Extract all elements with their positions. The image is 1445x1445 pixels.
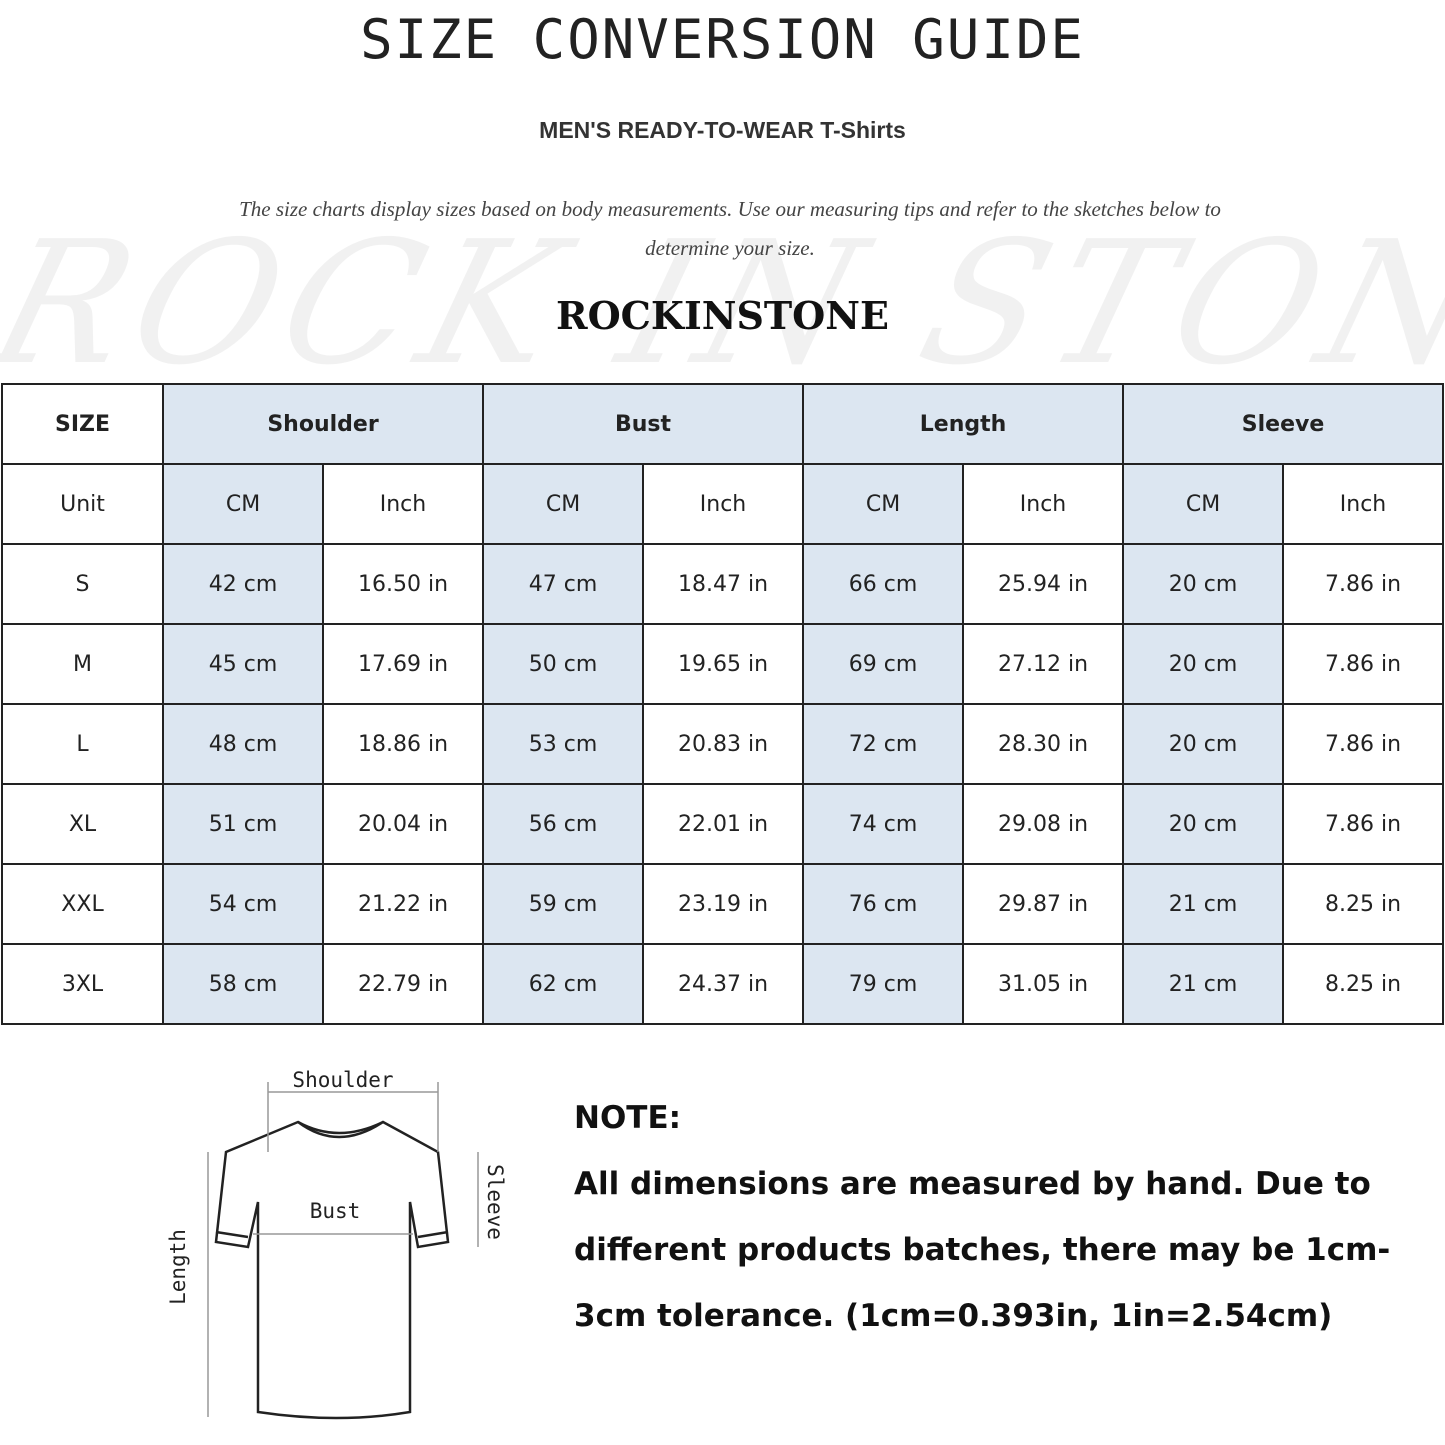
value-cell: 20 cm bbox=[1122, 623, 1285, 705]
value-cell: 29.87 in bbox=[962, 863, 1125, 945]
unit-cell: Unit bbox=[1, 463, 164, 545]
size-cell: 3XL bbox=[1, 943, 164, 1025]
note-heading: NOTE: bbox=[574, 1100, 682, 1136]
table-row: M 45 cm 17.69 in 50 cm 19.65 in 69 cm 27.12 in… bbox=[1, 623, 1445, 705]
value-cell: 29.08 in bbox=[962, 783, 1125, 865]
brand-name: ROCKINSTONE bbox=[556, 293, 889, 338]
value-cell: 7.86 in bbox=[1282, 703, 1445, 785]
value-cell: 7.86 in bbox=[1282, 543, 1445, 625]
value-cell: 25.94 in bbox=[962, 543, 1125, 625]
value-cell: 20 cm bbox=[1122, 703, 1285, 785]
shoulder-label: Shoulder bbox=[292, 1068, 393, 1092]
value-cell: 66 cm bbox=[802, 543, 965, 625]
value-cell: 22.79 in bbox=[322, 943, 484, 1025]
value-cell: 8.25 in bbox=[1282, 943, 1445, 1025]
table-row: L 48 cm 18.86 in 53 cm 20.83 in 72 cm 28.30 in… bbox=[1, 703, 1445, 785]
value-cell: 50 cm bbox=[482, 623, 644, 705]
value-cell: 20.83 in bbox=[641, 703, 805, 785]
value-cell: 20 cm bbox=[1122, 543, 1285, 625]
value-cell: 74 cm bbox=[802, 783, 965, 865]
sleeve-label: Sleeve bbox=[483, 1164, 507, 1240]
value-cell: 23.19 in bbox=[641, 863, 805, 945]
size-table: SIZE Shoulder Bust Length Sleeve Unit CM Inch CM… bbox=[1, 383, 1445, 1025]
unit-cell: Inch bbox=[962, 463, 1125, 545]
value-cell: 28.30 in bbox=[962, 703, 1125, 785]
table-row: XXL 54 cm 21.22 in 59 cm 23.19 in 76 cm 29.87 … bbox=[1, 863, 1445, 945]
header-cell: Sleeve bbox=[1122, 383, 1445, 465]
value-cell: 24.37 in bbox=[641, 943, 805, 1025]
page-title: SIZE CONVERSION GUIDE bbox=[360, 8, 1085, 71]
note-text: All dimensions are measured by hand. Due… bbox=[574, 1166, 1391, 1334]
value-cell: 42 cm bbox=[162, 543, 324, 625]
header-cell: Length bbox=[802, 383, 1125, 465]
size-cell: XXL bbox=[1, 863, 164, 945]
value-cell: 58 cm bbox=[162, 943, 324, 1025]
tshirt-measure-diagram: Shoulder Bust Length Sleeve bbox=[166, 1068, 507, 1420]
value-cell: 7.86 in bbox=[1282, 783, 1445, 865]
value-cell: 21.22 in bbox=[322, 863, 484, 945]
length-label: Length bbox=[166, 1229, 190, 1305]
value-cell: 21 cm bbox=[1122, 863, 1285, 945]
unit-cell: CM bbox=[802, 463, 965, 545]
value-cell: 62 cm bbox=[482, 943, 644, 1025]
subtitle: MEN'S READY-TO-WEAR T-Shirts bbox=[539, 117, 906, 143]
value-cell: 22.01 in bbox=[641, 783, 805, 865]
value-cell: 31.05 in bbox=[962, 943, 1125, 1025]
unit-cell: CM bbox=[1122, 463, 1285, 545]
note: NOTE: All dimensions are measured by han… bbox=[574, 1085, 1434, 1349]
value-cell: 45 cm bbox=[162, 623, 324, 705]
value-cell: 18.86 in bbox=[322, 703, 484, 785]
value-cell: 79 cm bbox=[802, 943, 965, 1025]
value-cell: 56 cm bbox=[482, 783, 644, 865]
header-cell: Shoulder bbox=[162, 383, 484, 465]
bust-label: Bust bbox=[310, 1199, 361, 1223]
size-cell: M bbox=[1, 623, 164, 705]
table-unit-row: Unit CM Inch CM Inch CM Inch CM Inch bbox=[1, 463, 1445, 545]
description: The size charts display sizes based on b… bbox=[239, 197, 1221, 260]
value-cell: 8.25 in bbox=[1282, 863, 1445, 945]
table-header-row: SIZE Shoulder Bust Length Sleeve bbox=[1, 383, 1445, 465]
size-cell: S bbox=[1, 543, 164, 625]
value-cell: 72 cm bbox=[802, 703, 965, 785]
value-cell: 27.12 in bbox=[962, 623, 1125, 705]
size-cell: L bbox=[1, 703, 164, 785]
value-cell: 20 cm bbox=[1122, 783, 1285, 865]
table-row: 3XL 58 cm 22.79 in 62 cm 24.37 in 79 cm 31.05 … bbox=[1, 943, 1445, 1025]
value-cell: 7.86 in bbox=[1282, 623, 1445, 705]
unit-cell: CM bbox=[482, 463, 644, 545]
value-cell: 47 cm bbox=[482, 543, 644, 625]
value-cell: 19.65 in bbox=[641, 623, 805, 705]
table-row: S 42 cm 16.50 in 47 cm 18.47 in 66 cm 25.94 in… bbox=[1, 543, 1445, 625]
size-cell: XL bbox=[1, 783, 164, 865]
tshirt-outline-icon bbox=[214, 1120, 450, 1420]
value-cell: 20.04 in bbox=[322, 783, 484, 865]
value-cell: 69 cm bbox=[802, 623, 965, 705]
unit-cell: Inch bbox=[1282, 463, 1445, 545]
value-cell: 17.69 in bbox=[322, 623, 484, 705]
unit-cell: Inch bbox=[641, 463, 805, 545]
value-cell: 54 cm bbox=[162, 863, 324, 945]
unit-cell: CM bbox=[162, 463, 324, 545]
value-cell: 53 cm bbox=[482, 703, 644, 785]
value-cell: 16.50 in bbox=[322, 543, 484, 625]
value-cell: 76 cm bbox=[802, 863, 965, 945]
value-cell: 59 cm bbox=[482, 863, 644, 945]
value-cell: 18.47 in bbox=[641, 543, 805, 625]
value-cell: 48 cm bbox=[162, 703, 324, 785]
table-row: XL 51 cm 20.04 in 56 cm 22.01 in 74 cm 29.08 i… bbox=[1, 783, 1445, 865]
header-cell: Bust bbox=[481, 383, 805, 465]
value-cell: 21 cm bbox=[1122, 943, 1285, 1025]
value-cell: 51 cm bbox=[162, 783, 324, 865]
header-cell: SIZE bbox=[1, 383, 164, 465]
unit-cell: Inch bbox=[322, 463, 484, 545]
